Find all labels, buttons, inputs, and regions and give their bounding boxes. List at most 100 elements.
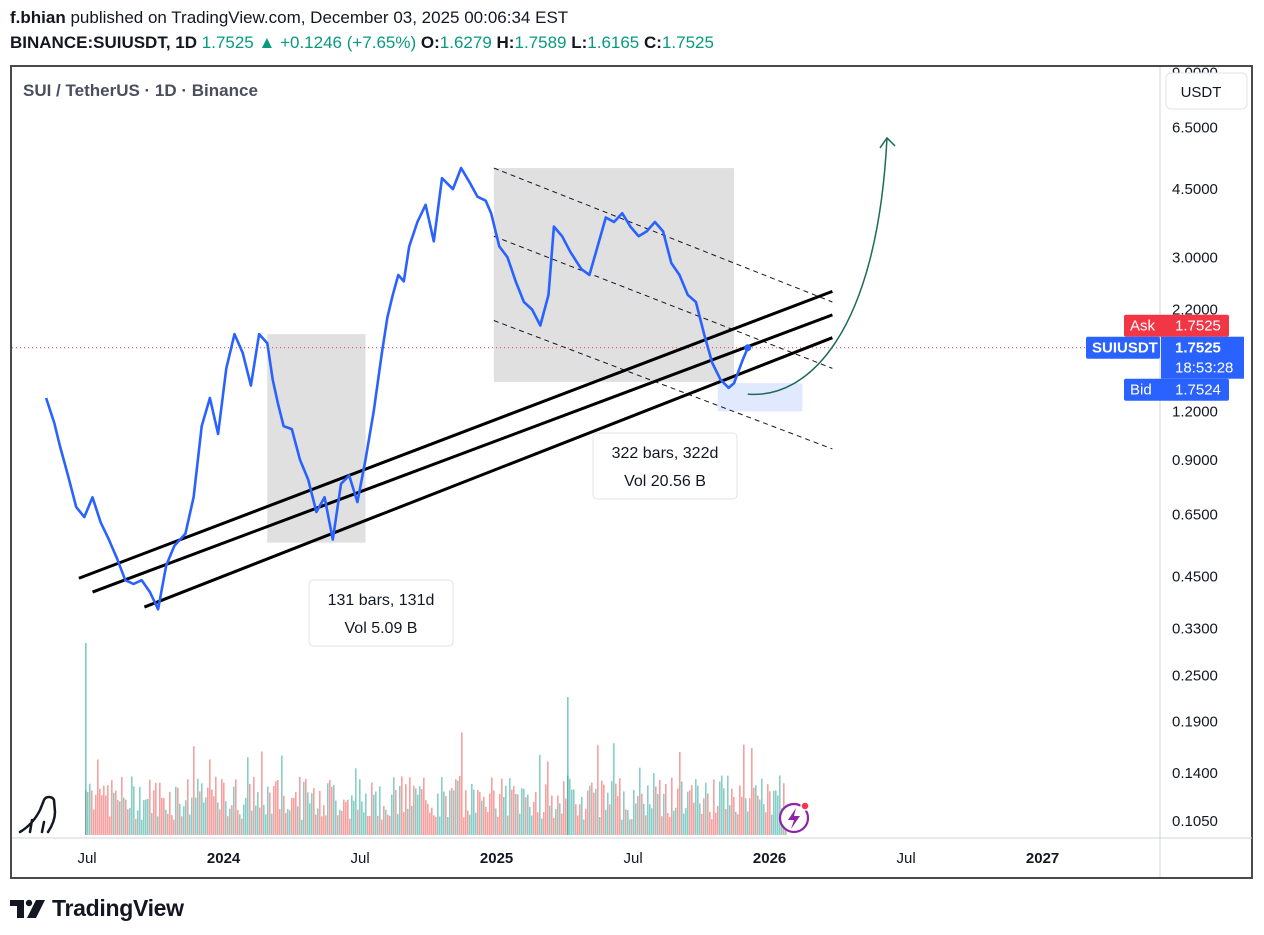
volume-bar <box>245 797 247 835</box>
volume-bar <box>349 818 351 835</box>
volume-bar <box>621 819 623 835</box>
range-label-2-bg <box>592 432 738 500</box>
volume-bar <box>567 697 569 835</box>
channel-line <box>493 320 833 450</box>
volume-bar <box>423 777 425 835</box>
volume-bar <box>689 790 691 835</box>
volume-bar <box>167 813 169 835</box>
volume-bar <box>691 785 693 835</box>
volume-bar <box>427 803 429 835</box>
volume-bar <box>291 797 293 835</box>
volume-bar <box>425 800 427 835</box>
volume-bar <box>471 783 473 835</box>
volume-bar <box>143 800 145 835</box>
volume-bar <box>345 802 347 835</box>
dino-icon <box>18 795 57 834</box>
volume-bar <box>627 810 629 835</box>
volume-bar <box>89 783 91 835</box>
volume-bar <box>529 806 531 835</box>
volume-bar <box>149 779 151 835</box>
volume-bar <box>205 797 207 835</box>
volume-bar <box>433 815 435 835</box>
range-label-1-bg <box>308 579 454 647</box>
volume-bar <box>187 779 189 835</box>
volume-bar <box>643 803 645 835</box>
volume-bar <box>321 816 323 835</box>
volume-bar <box>743 744 745 835</box>
volume-bar <box>467 810 469 835</box>
ask-price-tag: Ask 1.7525 <box>1124 314 1229 337</box>
volume-bar <box>751 748 753 835</box>
volume-bar <box>359 779 361 835</box>
close-label: C: <box>644 33 662 52</box>
volume-bar <box>657 793 659 835</box>
volume-bar <box>97 759 99 835</box>
volume-bar <box>141 819 143 835</box>
volume-bar <box>163 798 165 835</box>
volume-bar <box>215 776 217 835</box>
volume-bar <box>615 783 617 835</box>
volume-bar <box>757 795 759 835</box>
volume-bar <box>251 810 253 835</box>
volume-bar <box>217 802 219 835</box>
volume-bar <box>517 794 519 835</box>
currency-label: USDT <box>1181 84 1222 101</box>
volume-bar <box>595 788 597 835</box>
volume-bar <box>131 776 133 835</box>
volume-bar <box>455 779 457 835</box>
x-tick-label: Jul <box>897 850 916 867</box>
tradingview-logo[interactable]: TradingView <box>10 895 184 922</box>
volume-bar <box>181 816 183 835</box>
volume-bar <box>573 789 575 835</box>
volume-bar <box>295 792 297 835</box>
volume-bar <box>255 805 257 835</box>
volume-bar <box>145 799 147 835</box>
volume-bar <box>137 810 139 835</box>
volume-bar <box>191 797 193 835</box>
author-name: f.bhian <box>10 8 66 27</box>
volume-bar <box>735 811 737 835</box>
volume-bar <box>253 776 255 835</box>
volume-bar <box>465 790 467 835</box>
volume-bar <box>733 796 735 835</box>
volume-bar <box>383 805 385 835</box>
volume-bar <box>213 796 215 835</box>
volume-bar <box>347 799 349 835</box>
volume-bar <box>159 782 161 835</box>
volume-bar <box>431 807 433 835</box>
volume-bar <box>489 793 491 835</box>
volume-bar <box>711 819 713 835</box>
lightning-icon[interactable] <box>778 801 810 834</box>
volume-bar <box>605 809 607 835</box>
volume-bar <box>477 789 479 835</box>
volume-bar <box>563 781 565 835</box>
volume-bar <box>241 818 243 835</box>
volume-bar <box>479 792 481 835</box>
volume-bar <box>571 789 573 835</box>
currency-button[interactable]: USDT <box>1165 72 1248 110</box>
volume-bar <box>247 757 249 835</box>
axes: 9.00006.50004.50003.00002.20001.20000.90… <box>77 65 1244 867</box>
volume-bar <box>407 808 409 835</box>
volume-bar <box>101 795 103 835</box>
volume-bar <box>201 783 203 835</box>
close-value: 1.7525 <box>661 33 714 52</box>
volume-bar <box>485 806 487 835</box>
volume-bar <box>127 809 129 835</box>
volume-bar <box>469 814 471 835</box>
volume-bar <box>631 819 633 835</box>
volume-bar <box>463 817 465 835</box>
volume-bar <box>353 800 355 835</box>
volume-bar <box>173 819 175 835</box>
volume-bar <box>637 795 639 835</box>
volume-bar <box>361 801 363 835</box>
arrow-head-icon <box>879 136 896 149</box>
y-tick-label: 0.1050 <box>1172 813 1218 830</box>
volume-bar <box>617 796 619 835</box>
volume-bar <box>111 780 113 835</box>
volume-bar <box>547 761 549 835</box>
volume-bar <box>511 789 513 835</box>
volume-bar <box>665 783 667 835</box>
volume-bar <box>507 815 509 835</box>
